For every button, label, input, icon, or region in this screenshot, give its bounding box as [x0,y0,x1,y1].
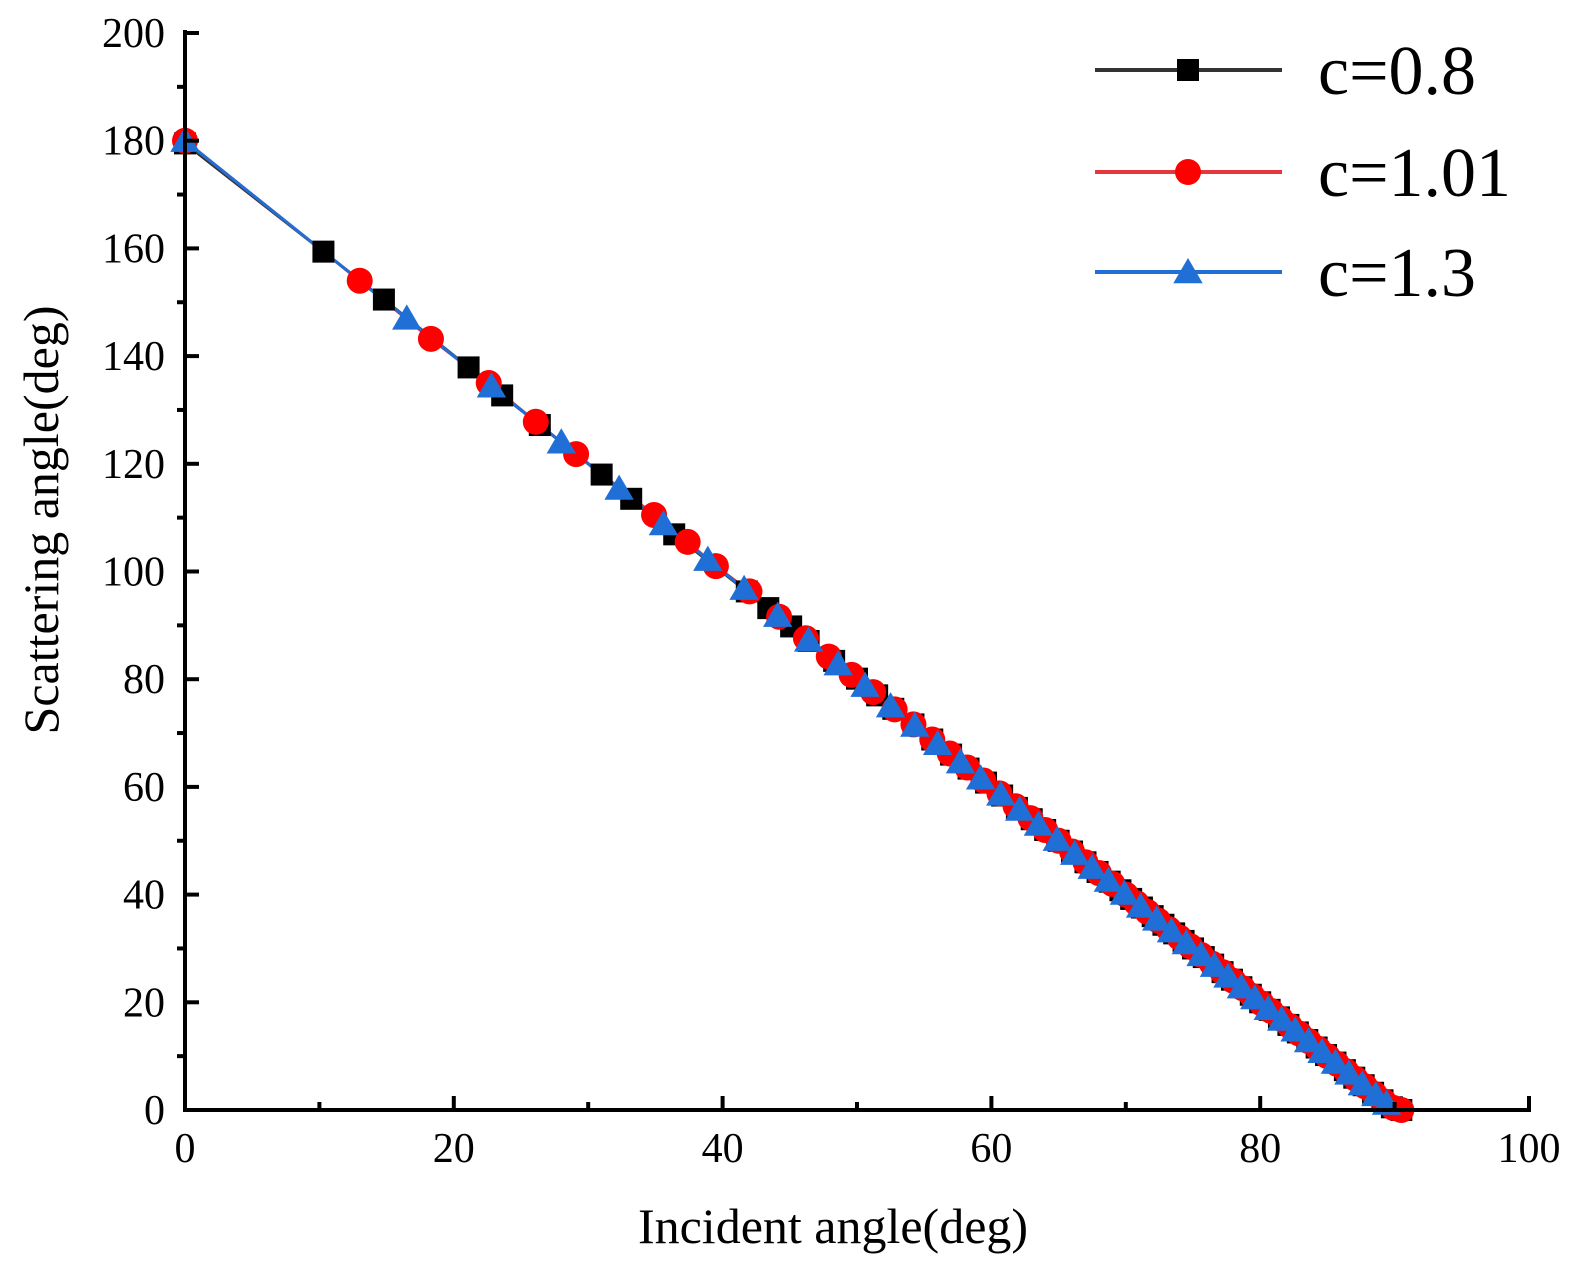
data-point-series-3 [1077,853,1107,879]
data-point-series-3 [1253,994,1283,1020]
data-point-series-3 [1004,795,1035,821]
data-point-series-3 [1171,929,1201,955]
data-point-series-2 [346,267,373,294]
y-ticks: 0 20 40 60 80 100 120 140 160 180 200 [102,11,199,1134]
data-point-series-3 [729,574,759,600]
data-point-series-3 [476,372,507,398]
data-point-series-3 [823,650,853,676]
data-point-series-3 [392,304,422,330]
data-point-series-3 [850,671,880,697]
legend: c=0.8 c=1.01 c=1.3 [1095,33,1511,312]
data-point-series-3 [922,729,953,756]
data-point-series-3 [1307,1037,1337,1064]
x-ticks: 0 20 40 60 80 100 [175,1096,1561,1172]
x-tick-label: 20 [433,1126,475,1172]
x-tick-label: 60 [970,1126,1012,1172]
data-point-series-3 [1093,866,1124,892]
data-point-series-3 [1226,973,1257,999]
x-tick-label: 0 [175,1126,196,1172]
data-point-series-3 [1142,905,1172,931]
data-point-series-3 [1320,1048,1351,1074]
y-tick-label: 140 [102,334,165,380]
legend-label: c=0.8 [1318,33,1476,110]
data-point-series-3 [793,626,824,652]
data-point-series-1 [372,288,395,311]
y-tick-label: 120 [102,442,165,488]
y-tick-label: 0 [144,1088,165,1134]
data-point-series-3 [1347,1070,1378,1096]
y-tick-label: 200 [102,11,165,57]
data-point-series-3 [1334,1059,1364,1085]
data-point-series-2 [417,325,444,352]
data-point-series-3 [1125,892,1156,918]
x-tick-label: 40 [702,1126,744,1172]
data-point-series-3 [546,428,577,454]
data-point-series-3 [1042,825,1072,851]
y-tick-label: 80 [123,657,165,703]
x-tick-label: 100 [1498,1126,1561,1172]
y-tick-label: 160 [102,226,165,272]
data-point-series-3 [1267,1005,1297,1031]
y-tick-label: 40 [123,873,165,919]
data-point-series-3 [1060,839,1090,865]
y-tick-label: 60 [123,765,165,811]
data-point-series-3 [945,748,976,774]
legend-marker [1175,159,1201,185]
x-tick-label: 80 [1239,1126,1281,1172]
data-point-series-3 [1109,879,1140,905]
y-tick-label: 180 [102,119,165,165]
data-point-series-2 [674,528,701,555]
data-point-series-1 [590,463,613,486]
legend-label: c=1.01 [1318,135,1511,212]
data-point-series-1 [457,356,480,379]
data-point-series-2 [522,408,549,435]
data-point-series-3 [1240,983,1270,1010]
y-tick-label: 20 [123,980,165,1026]
data-point-series-3 [986,780,1016,806]
legend-marker [1173,258,1203,284]
data-point-series-3 [763,601,793,627]
data-point-series-3 [1213,962,1243,988]
legend-marker [1177,59,1199,81]
series-markers [170,126,1415,1123]
data-point-series-3 [1156,917,1187,943]
legend-label: c=1.3 [1318,235,1476,312]
data-point-series-1 [312,240,335,263]
y-axis-title: Scattering angle(deg) [13,306,69,735]
y-tick-label: 100 [102,550,165,596]
data-point-series-3 [1023,810,1054,836]
data-point-series-3 [648,510,679,536]
data-point-series-3 [693,545,723,571]
data-point-series-3 [1293,1027,1324,1053]
data-point-series-3 [1199,951,1230,977]
data-point-series-3 [900,711,930,737]
data-point-series-3 [965,764,996,790]
data-point-series-3 [1280,1016,1310,1042]
data-point-series-3 [1186,940,1216,967]
data-point-series-3 [604,474,634,500]
data-point-series-3 [875,692,906,718]
x-axis-title: Incident angle(deg) [638,1198,1028,1254]
